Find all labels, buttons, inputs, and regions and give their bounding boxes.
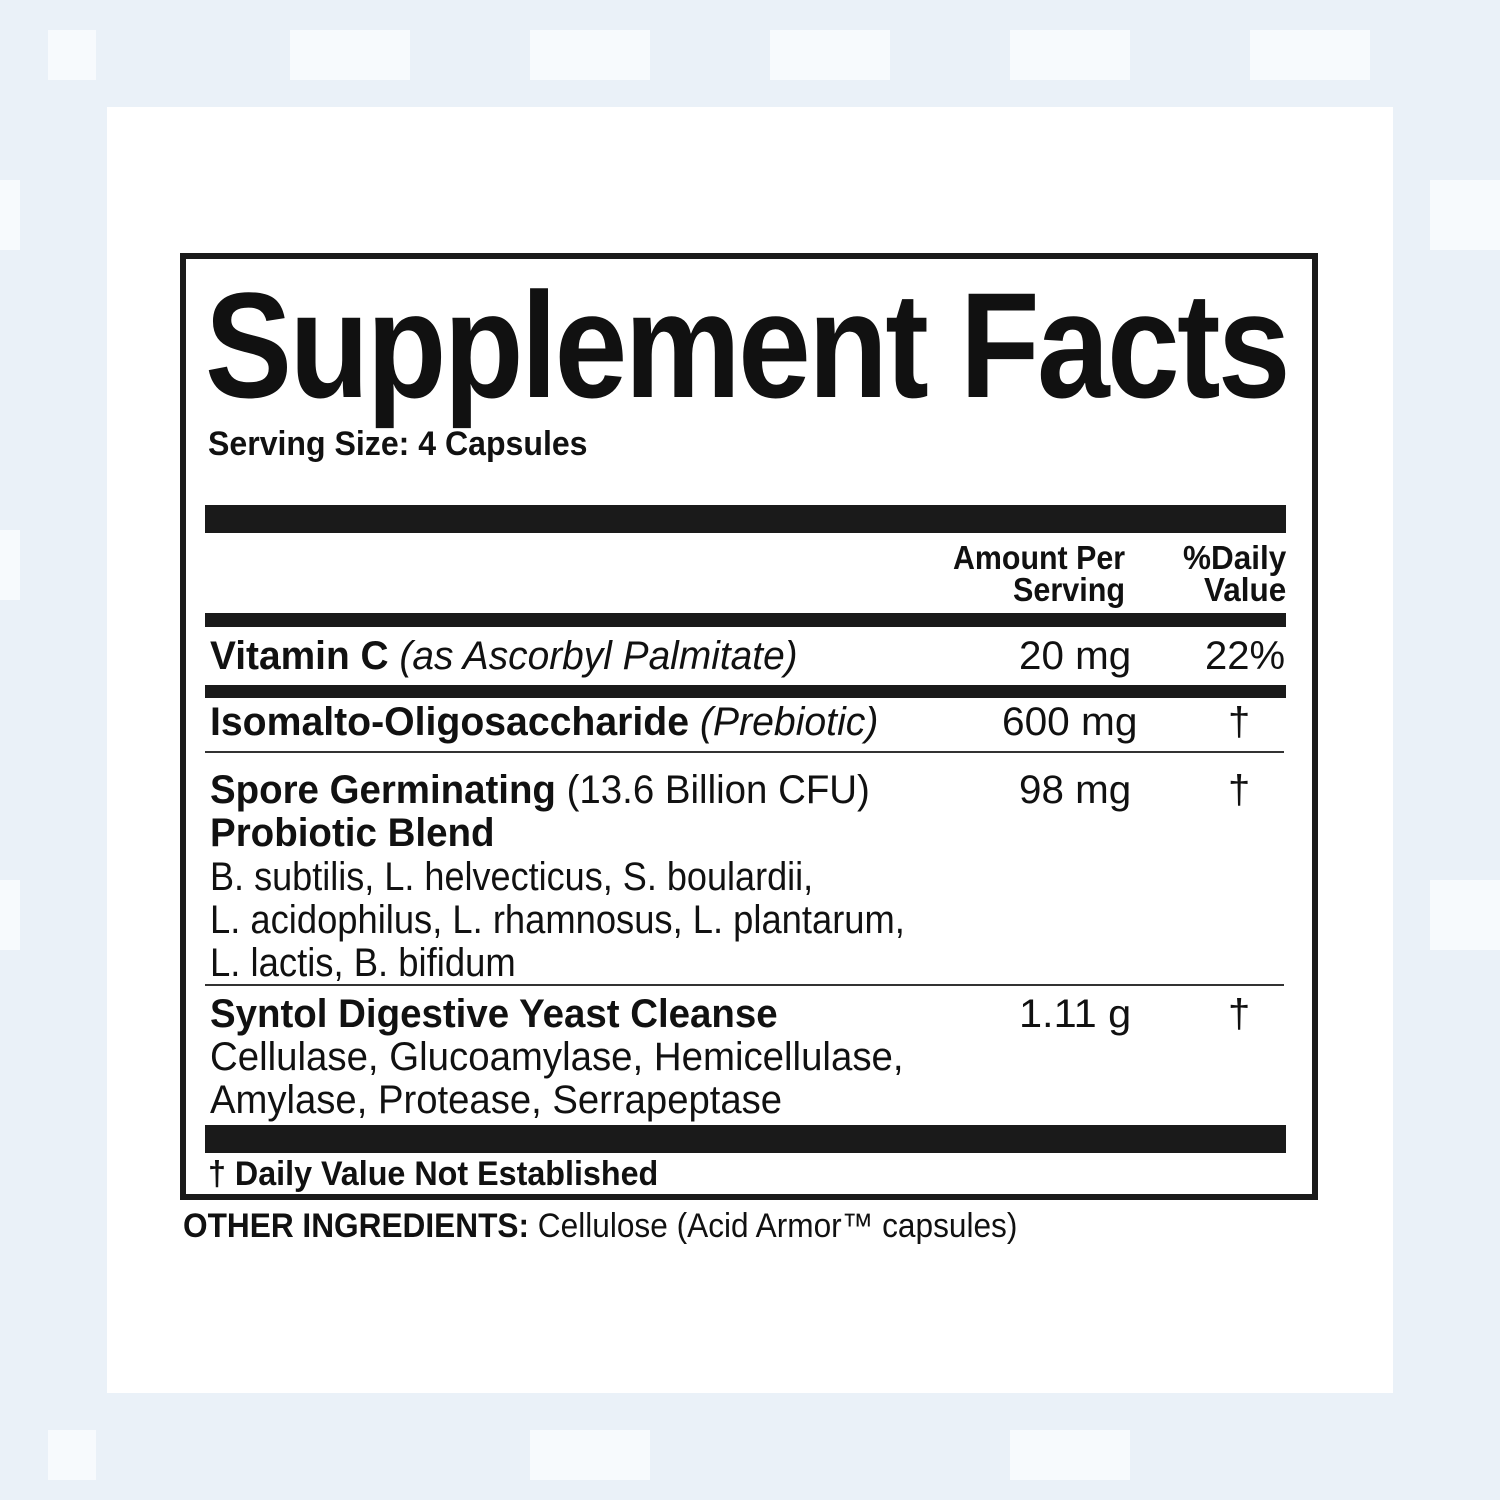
white-panel <box>107 107 1393 1393</box>
row-probiotic-amount: 98 mg <box>1018 768 1132 812</box>
row-syntol-dv: † <box>1228 992 1251 1036</box>
row-probiotic-name: Spore Germinating (13.6 Billion CFU) <box>210 768 870 812</box>
row-syntol-amount: 1.11 g <box>1018 992 1132 1036</box>
row-imo-dv: † <box>1228 700 1251 744</box>
row-vitamin-c-dv: 22% <box>1205 634 1286 678</box>
row-vitamin-c-name: Vitamin C (as Ascorbyl Palmitate) <box>210 634 798 678</box>
supplement-facts-panel <box>180 253 1318 1200</box>
row-syntol-name: Syntol Digestive Yeast Cleanse <box>210 992 778 1036</box>
row-probiotic-dv: † <box>1228 768 1251 812</box>
row-probiotic-detail: L. acidophilus, L. rhamnosus, L. plantar… <box>210 898 905 942</box>
row-probiotic-detail: L. lactis, B. bifidum <box>210 941 516 985</box>
row-syntol-detail: Cellulase, Glucoamylase, Hemicellulase, <box>210 1035 904 1079</box>
row-imo-amount: 600 mg <box>1001 700 1138 744</box>
header-amount-line2: Serving <box>1013 571 1126 608</box>
thick-divider <box>205 1125 1286 1153</box>
header-dv-line1: %Daily <box>1183 539 1287 576</box>
thick-divider <box>205 505 1286 533</box>
row-probiotic-detail: B. subtilis, L. helvecticus, S. boulardi… <box>210 855 814 899</box>
thin-divider <box>205 984 1284 986</box>
row-vitamin-c-amount: 20 mg <box>1018 634 1132 678</box>
header-amount-line1: Amount Per <box>953 539 1126 576</box>
medium-divider <box>205 685 1286 698</box>
label-title: Supplement Facts <box>205 261 1291 429</box>
medium-divider <box>205 613 1286 627</box>
serving-size: Serving Size: 4 Capsules <box>208 425 588 463</box>
row-probiotic-name2: Probiotic Blend <box>210 811 495 855</box>
header-dv-line2: Value <box>1204 571 1287 608</box>
footnote: † Daily Value Not Established <box>208 1155 659 1193</box>
row-syntol-detail: Amylase, Protease, Serrapeptase <box>210 1078 783 1122</box>
row-imo-name: Isomalto-Oligosaccharide (Prebiotic) <box>210 700 879 744</box>
other-ingredients: OTHER INGREDIENTS: Cellulose (Acid Armor… <box>183 1207 1018 1245</box>
thin-divider <box>205 751 1284 753</box>
